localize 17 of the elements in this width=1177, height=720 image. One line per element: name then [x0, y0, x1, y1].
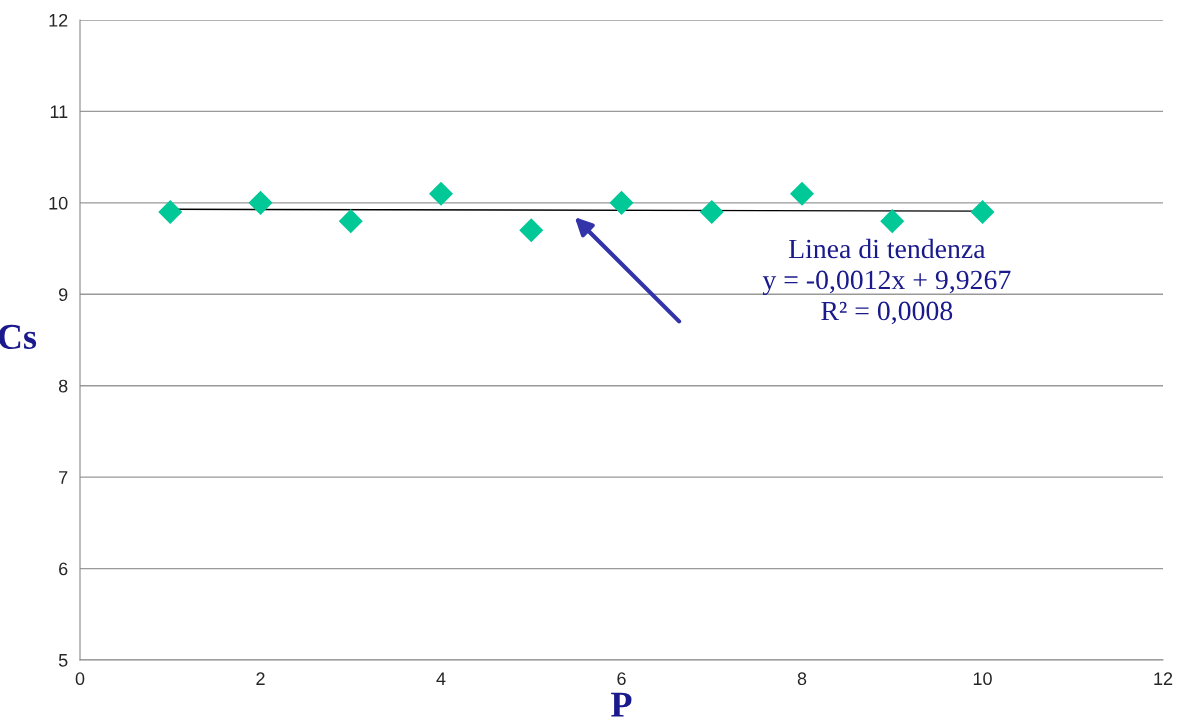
x-tick-label: 8: [797, 672, 807, 686]
x-tick-label: 6: [617, 672, 626, 686]
y-tick-label: 8: [58, 379, 68, 393]
x-tick-label: 2: [256, 672, 265, 685]
x-tick-label: 10: [973, 672, 992, 686]
y-tick-label: 6: [59, 562, 68, 576]
y-tick-label: 7: [59, 471, 68, 484]
x-tick-label: 0: [75, 672, 85, 686]
annotation: Linea di tendenza y = -0,0012x + 9,9267 R² = 0,0008: [762, 238, 1011, 325]
y-tick-label: 12: [49, 13, 68, 27]
y-tick-label: 10: [49, 196, 68, 210]
y-tick-label: 5: [58, 654, 68, 667]
y-tick-label: 9: [59, 288, 68, 302]
x-axis-title: P: [611, 692, 632, 717]
x-tick-label: 4: [436, 672, 446, 685]
x-tick-label: 12: [1154, 672, 1173, 685]
y-tick-label: 11: [50, 105, 68, 118]
